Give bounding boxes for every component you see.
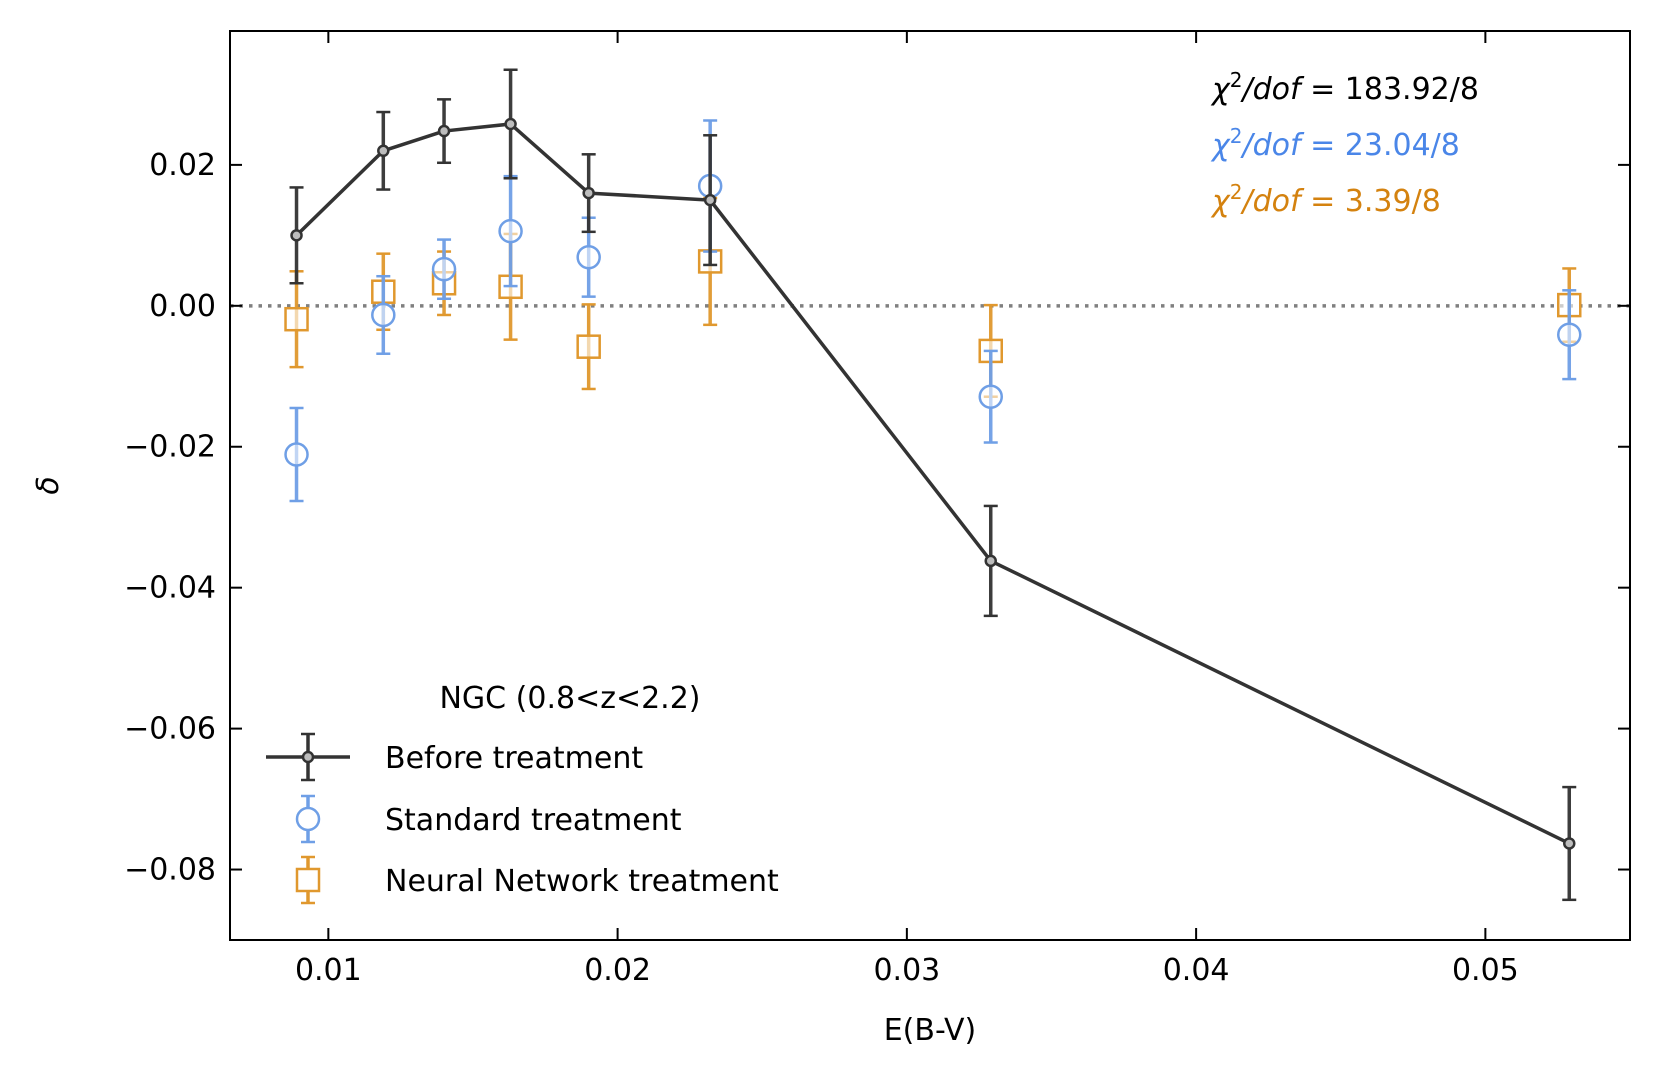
chi-dof: /dof [1240, 128, 1306, 163]
legend-label: Neural Network treatment [385, 864, 779, 899]
chi-dof: /dof [1240, 72, 1306, 107]
y-tick-label: 0.02 [149, 148, 216, 183]
x-axis: 0.01 0.02 0.03 0.04 0.05 [295, 31, 1519, 988]
legend-marker-circle [295, 806, 321, 832]
y-tick-label: 0.00 [149, 289, 216, 324]
data-point-dot [437, 124, 451, 138]
y-axis-title: δ [31, 476, 66, 494]
chi-dof: /dof [1240, 184, 1306, 219]
chi-square-annotation: χ2/dof = 183.92/8 [1210, 68, 1479, 107]
chi-superscript: 2 [1230, 68, 1243, 92]
chi-square-annotation: χ2/dof = 3.39/8 [1210, 180, 1441, 219]
legend-label: Standard treatment [385, 803, 682, 838]
series-layer [284, 68, 1582, 902]
legend-item: Before treatment [266, 732, 643, 782]
x-tick-label: 0.05 [1452, 953, 1519, 988]
legend-marker-square [295, 867, 321, 893]
data-point-circle [978, 384, 1003, 409]
chi-value: = 23.04/8 [1301, 128, 1460, 163]
data-point-dot [377, 144, 390, 158]
chi-symbol: χ [1210, 72, 1231, 107]
legend-item: Standard treatment [295, 794, 682, 844]
chi-superscript: 2 [1230, 180, 1243, 204]
data-point-dot [290, 229, 303, 242]
data-point-dot [504, 117, 517, 131]
chi-value: = 183.92/8 [1301, 72, 1479, 107]
data-point-dot [703, 193, 717, 207]
data-point-circle [498, 218, 523, 244]
x-tick-label: 0.03 [873, 953, 940, 988]
chi-symbol: χ [1210, 128, 1231, 163]
plot-frame [229, 30, 1631, 941]
legend-marker-dot [301, 750, 315, 764]
series-line [295, 122, 1571, 846]
data-point-circle [576, 244, 601, 270]
data-point-square [576, 334, 601, 359]
chi-superscript: 2 [1230, 124, 1243, 148]
data-point-dot [1563, 837, 1576, 850]
chi-value: = 3.39/8 [1301, 184, 1441, 219]
x-tick-label: 0.01 [295, 953, 362, 988]
data-point-circle [284, 442, 309, 467]
data-point-circle [431, 256, 457, 282]
data-point-circle [1557, 322, 1582, 347]
x-tick-label: 0.04 [1163, 953, 1230, 988]
legend: NGC (0.8<z<2.2) Before treatment Standard … [266, 681, 779, 905]
chi-symbol: χ [1210, 184, 1231, 219]
chi-square-annotations: χ2/dof = 183.92/8χ2/dof = 23.04/8χ2/dof … [1210, 68, 1479, 219]
data-point-circle [371, 302, 396, 328]
series-before-treatment [289, 68, 1577, 902]
x-axis-title: E(B-V) [884, 1013, 977, 1048]
y-tick-label: −0.06 [124, 712, 216, 747]
legend-title: NGC (0.8<z<2.2) [439, 681, 700, 716]
y-tick-label: −0.02 [124, 430, 216, 465]
legend-label: Before treatment [385, 741, 643, 776]
data-point-square [284, 306, 309, 332]
data-point-dot [984, 554, 997, 568]
legend-item: Neural Network treatment [295, 855, 779, 905]
data-point-dot [582, 186, 595, 200]
series-standard-treatment [284, 119, 1582, 503]
y-tick-label: −0.08 [124, 853, 216, 888]
x-tick-label: 0.02 [584, 953, 651, 988]
y-axis: 0.02 0.00 −0.02 −0.04 −0.06 −0.08 [124, 148, 1630, 888]
chi-square-annotation: χ2/dof = 23.04/8 [1210, 124, 1460, 163]
y-tick-label: −0.04 [124, 571, 216, 606]
